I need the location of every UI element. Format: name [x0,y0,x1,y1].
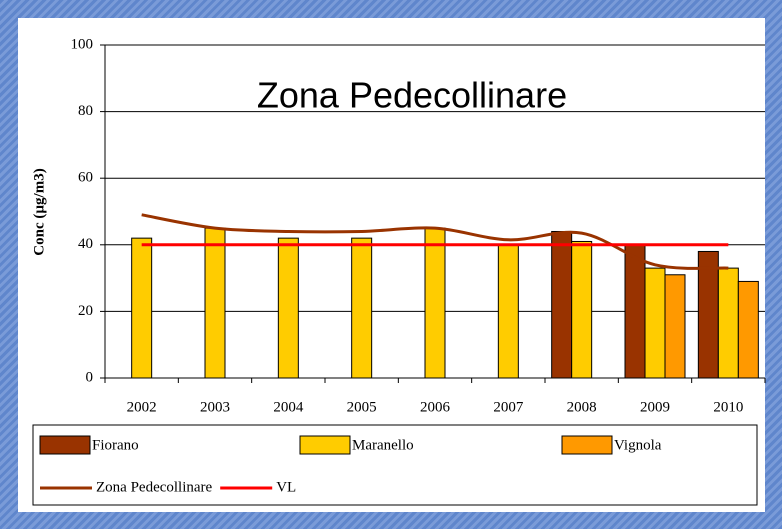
legend-swatch [39,435,91,455]
bar [624,244,646,379]
bar [697,250,719,379]
chart-title: Zona Pedecollinare [257,75,567,116]
x-tick-label: 2003 [200,399,230,415]
line-series [141,213,729,270]
bar [717,267,739,379]
legend-label: Zona Pedecollinare [96,479,213,495]
x-tick-label: 2008 [567,399,597,415]
bar [551,230,573,379]
y-tick-label: 100 [71,36,94,52]
bar [571,240,593,379]
bar [644,267,666,379]
x-tick-label: 2004 [273,399,304,415]
legend-label: Maranello [352,437,414,453]
y-tick-label: 80 [78,103,93,119]
x-tick-label: 2009 [640,399,670,415]
legend-label: Vignola [614,437,662,453]
x-tick-label: 2006 [420,399,451,415]
x-tick-label: 2007 [493,399,524,415]
y-tick-label: 20 [78,303,93,319]
legend-swatch [561,435,613,455]
y-axis-label: Conc (µg/m3) [31,168,47,255]
bar [424,227,446,379]
y-tick-label: 60 [78,170,93,186]
bar [497,244,519,379]
legend-label: Fiorano [92,437,139,453]
legend-box [32,424,758,506]
bar [737,280,759,379]
bar [277,237,299,379]
x-tick-label: 2002 [127,399,157,415]
x-tick-label: 2005 [347,399,377,415]
legend-swatch [299,435,351,455]
y-tick-label: 40 [78,236,93,252]
bar [351,237,373,379]
legend-label: VL [276,479,296,495]
bar [664,274,686,379]
bar [131,237,153,379]
y-tick-label: 0 [86,369,94,385]
bar [204,227,226,379]
x-tick-label: 2010 [713,399,743,415]
